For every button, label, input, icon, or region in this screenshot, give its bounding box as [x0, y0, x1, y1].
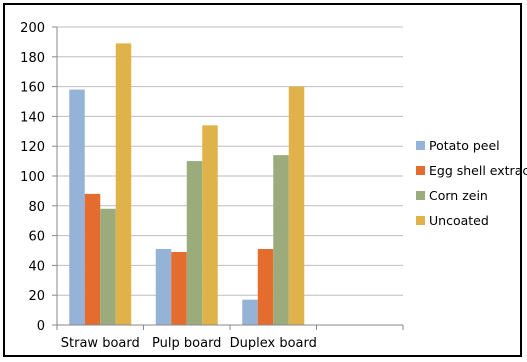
- y-tick-label: 20: [28, 289, 45, 304]
- legend: Potato peel Egg shell extract Corn zein Unc…: [416, 138, 527, 228]
- y-tick-label: 180: [20, 51, 45, 66]
- x-tick-labels: Straw board Pulp board Duplex board: [61, 336, 317, 351]
- y-tick-label: 80: [28, 200, 45, 215]
- legend-label: Potato peel: [429, 138, 500, 153]
- bar: [257, 249, 274, 325]
- legend-swatch: [416, 191, 425, 200]
- bar: [288, 86, 305, 325]
- axes: [52, 26, 404, 330]
- bars: [69, 43, 305, 325]
- y-tick-label: 160: [20, 81, 45, 96]
- y-tick-label: 100: [20, 170, 45, 185]
- bar: [171, 251, 187, 325]
- y-tick-label: 40: [28, 259, 45, 274]
- legend-label: Egg shell extract: [429, 163, 527, 178]
- bar: [84, 193, 101, 325]
- bar: [273, 155, 289, 325]
- legend-swatch: [416, 141, 425, 150]
- y-tick-label: 120: [20, 140, 45, 155]
- bar: [115, 43, 132, 325]
- y-tick-label: 60: [28, 230, 45, 245]
- y-tick-label: 200: [20, 21, 45, 36]
- bar: [202, 125, 218, 325]
- bar: [155, 249, 172, 325]
- legend-label: Corn zein: [429, 188, 488, 203]
- y-tick-label: 140: [20, 110, 45, 125]
- x-tick-label: Straw board: [61, 336, 140, 351]
- legend-label: Uncoated: [429, 213, 489, 228]
- bar: [100, 208, 116, 325]
- y-tick-labels: 0 20 40 60 80 100 120 140 160 180 200: [20, 21, 45, 334]
- legend-swatch: [416, 166, 425, 175]
- bar: [186, 161, 203, 325]
- legend-swatch: [416, 216, 425, 225]
- x-tick-label: Duplex board: [230, 336, 317, 351]
- bar: [242, 299, 258, 325]
- x-tick-label: Pulp board: [152, 336, 221, 351]
- y-tick-label: 0: [37, 319, 45, 334]
- bar: [69, 89, 85, 325]
